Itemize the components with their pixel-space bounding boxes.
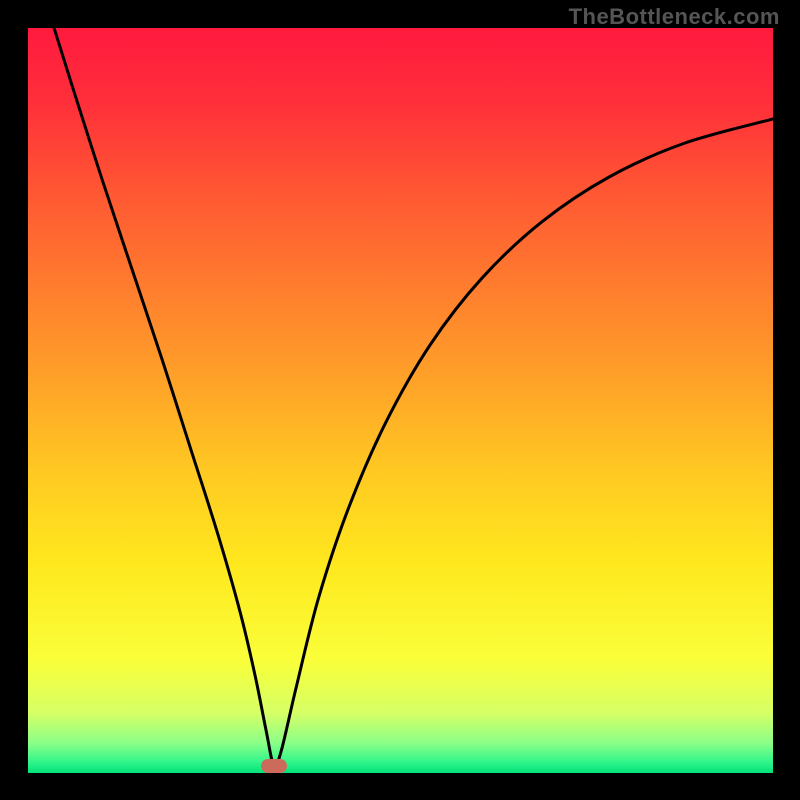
minimum-marker — [261, 759, 287, 773]
bottleneck-chart — [28, 28, 773, 773]
attribution-text: TheBottleneck.com — [569, 4, 780, 30]
chart-background-gradient — [28, 28, 773, 773]
